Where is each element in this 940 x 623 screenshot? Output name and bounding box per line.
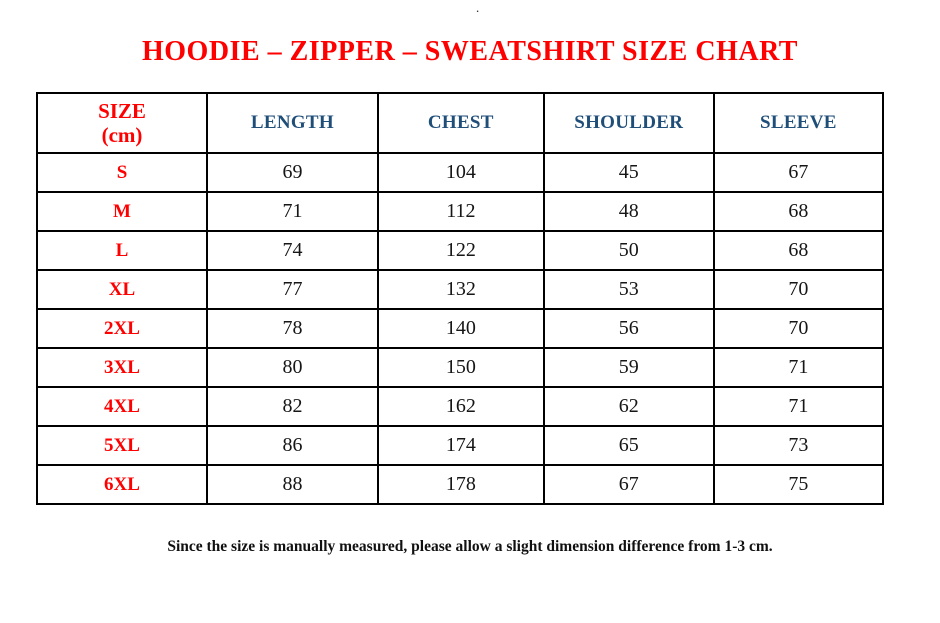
size-label: 3XL <box>35 347 209 388</box>
shoulder-value: 59 <box>542 347 715 388</box>
sleeve-value: 68 <box>712 230 885 271</box>
chest-value: 112 <box>376 191 545 232</box>
length-value: 78 <box>206 308 379 349</box>
table-row: 4XL 82 162 62 71 <box>35 386 885 427</box>
size-label: L <box>35 230 209 271</box>
table-row: 2XL 78 140 56 70 <box>35 308 885 349</box>
sleeve-value: 71 <box>712 347 885 388</box>
chest-value: 140 <box>376 308 545 349</box>
chest-value: 174 <box>376 425 545 466</box>
sleeve-value: 68 <box>712 191 885 232</box>
table-row: 5XL 86 174 65 73 <box>35 425 885 466</box>
shoulder-value: 56 <box>542 308 715 349</box>
header-shoulder: SHOULDER <box>542 92 715 154</box>
table-row: S 69 104 45 67 <box>35 152 885 193</box>
sleeve-value: 70 <box>712 269 885 310</box>
header-length: LENGTH <box>206 92 379 154</box>
shoulder-value: 65 <box>542 425 715 466</box>
length-value: 88 <box>206 464 379 505</box>
shoulder-value: 53 <box>542 269 715 310</box>
header-size-line1: SIZE <box>98 98 146 123</box>
size-label: S <box>35 152 209 193</box>
shoulder-value: 67 <box>542 464 715 505</box>
sleeve-value: 70 <box>712 308 885 349</box>
length-value: 82 <box>206 386 379 427</box>
measurement-disclaimer: Since the size is manually measured, ple… <box>167 538 773 555</box>
size-label: 2XL <box>35 308 209 349</box>
length-value: 71 <box>206 191 379 232</box>
header-sleeve: SLEEVE <box>712 92 885 154</box>
table-header: SIZE (cm) LENGTH CHEST SHOULDER SLEEVE <box>35 92 885 154</box>
size-label: M <box>35 191 209 232</box>
header-size-line2: (cm) <box>101 123 143 147</box>
chest-value: 162 <box>376 386 545 427</box>
sleeve-value: 75 <box>712 464 885 505</box>
length-value: 77 <box>206 269 379 310</box>
header-size-cm: SIZE (cm) <box>35 92 209 154</box>
table-row: 6XL 88 178 67 75 <box>35 464 885 505</box>
size-chart-table: SIZE (cm) LENGTH CHEST SHOULDER SLEEVE S… <box>35 92 885 505</box>
page-title: HOODIE – ZIPPER – SWEATSHIRT SIZE CHART <box>142 36 798 67</box>
header-chest: CHEST <box>376 92 545 154</box>
size-label: 6XL <box>35 464 209 505</box>
table-row: XL 77 132 53 70 <box>35 269 885 310</box>
length-value: 69 <box>206 152 379 193</box>
shoulder-value: 62 <box>542 386 715 427</box>
sleeve-value: 73 <box>712 425 885 466</box>
table-row: L 74 122 50 68 <box>35 230 885 271</box>
shoulder-value: 45 <box>542 152 715 193</box>
stray-period-mark: . <box>476 0 480 15</box>
chest-value: 104 <box>376 152 545 193</box>
table-row: M 71 112 48 68 <box>35 191 885 232</box>
size-label: 5XL <box>35 425 209 466</box>
sleeve-value: 71 <box>712 386 885 427</box>
shoulder-value: 48 <box>542 191 715 232</box>
header-row: SIZE (cm) LENGTH CHEST SHOULDER SLEEVE <box>35 92 885 154</box>
length-value: 80 <box>206 347 379 388</box>
sleeve-value: 67 <box>712 152 885 193</box>
chest-value: 122 <box>376 230 545 271</box>
table-row: 3XL 80 150 59 71 <box>35 347 885 388</box>
chest-value: 150 <box>376 347 545 388</box>
length-value: 86 <box>206 425 379 466</box>
table-body: S 69 104 45 67 M 71 112 48 68 L 74 122 5… <box>35 152 885 505</box>
length-value: 74 <box>206 230 379 271</box>
shoulder-value: 50 <box>542 230 715 271</box>
chest-value: 178 <box>376 464 545 505</box>
chest-value: 132 <box>376 269 545 310</box>
size-label: 4XL <box>35 386 209 427</box>
size-label: XL <box>35 269 209 310</box>
